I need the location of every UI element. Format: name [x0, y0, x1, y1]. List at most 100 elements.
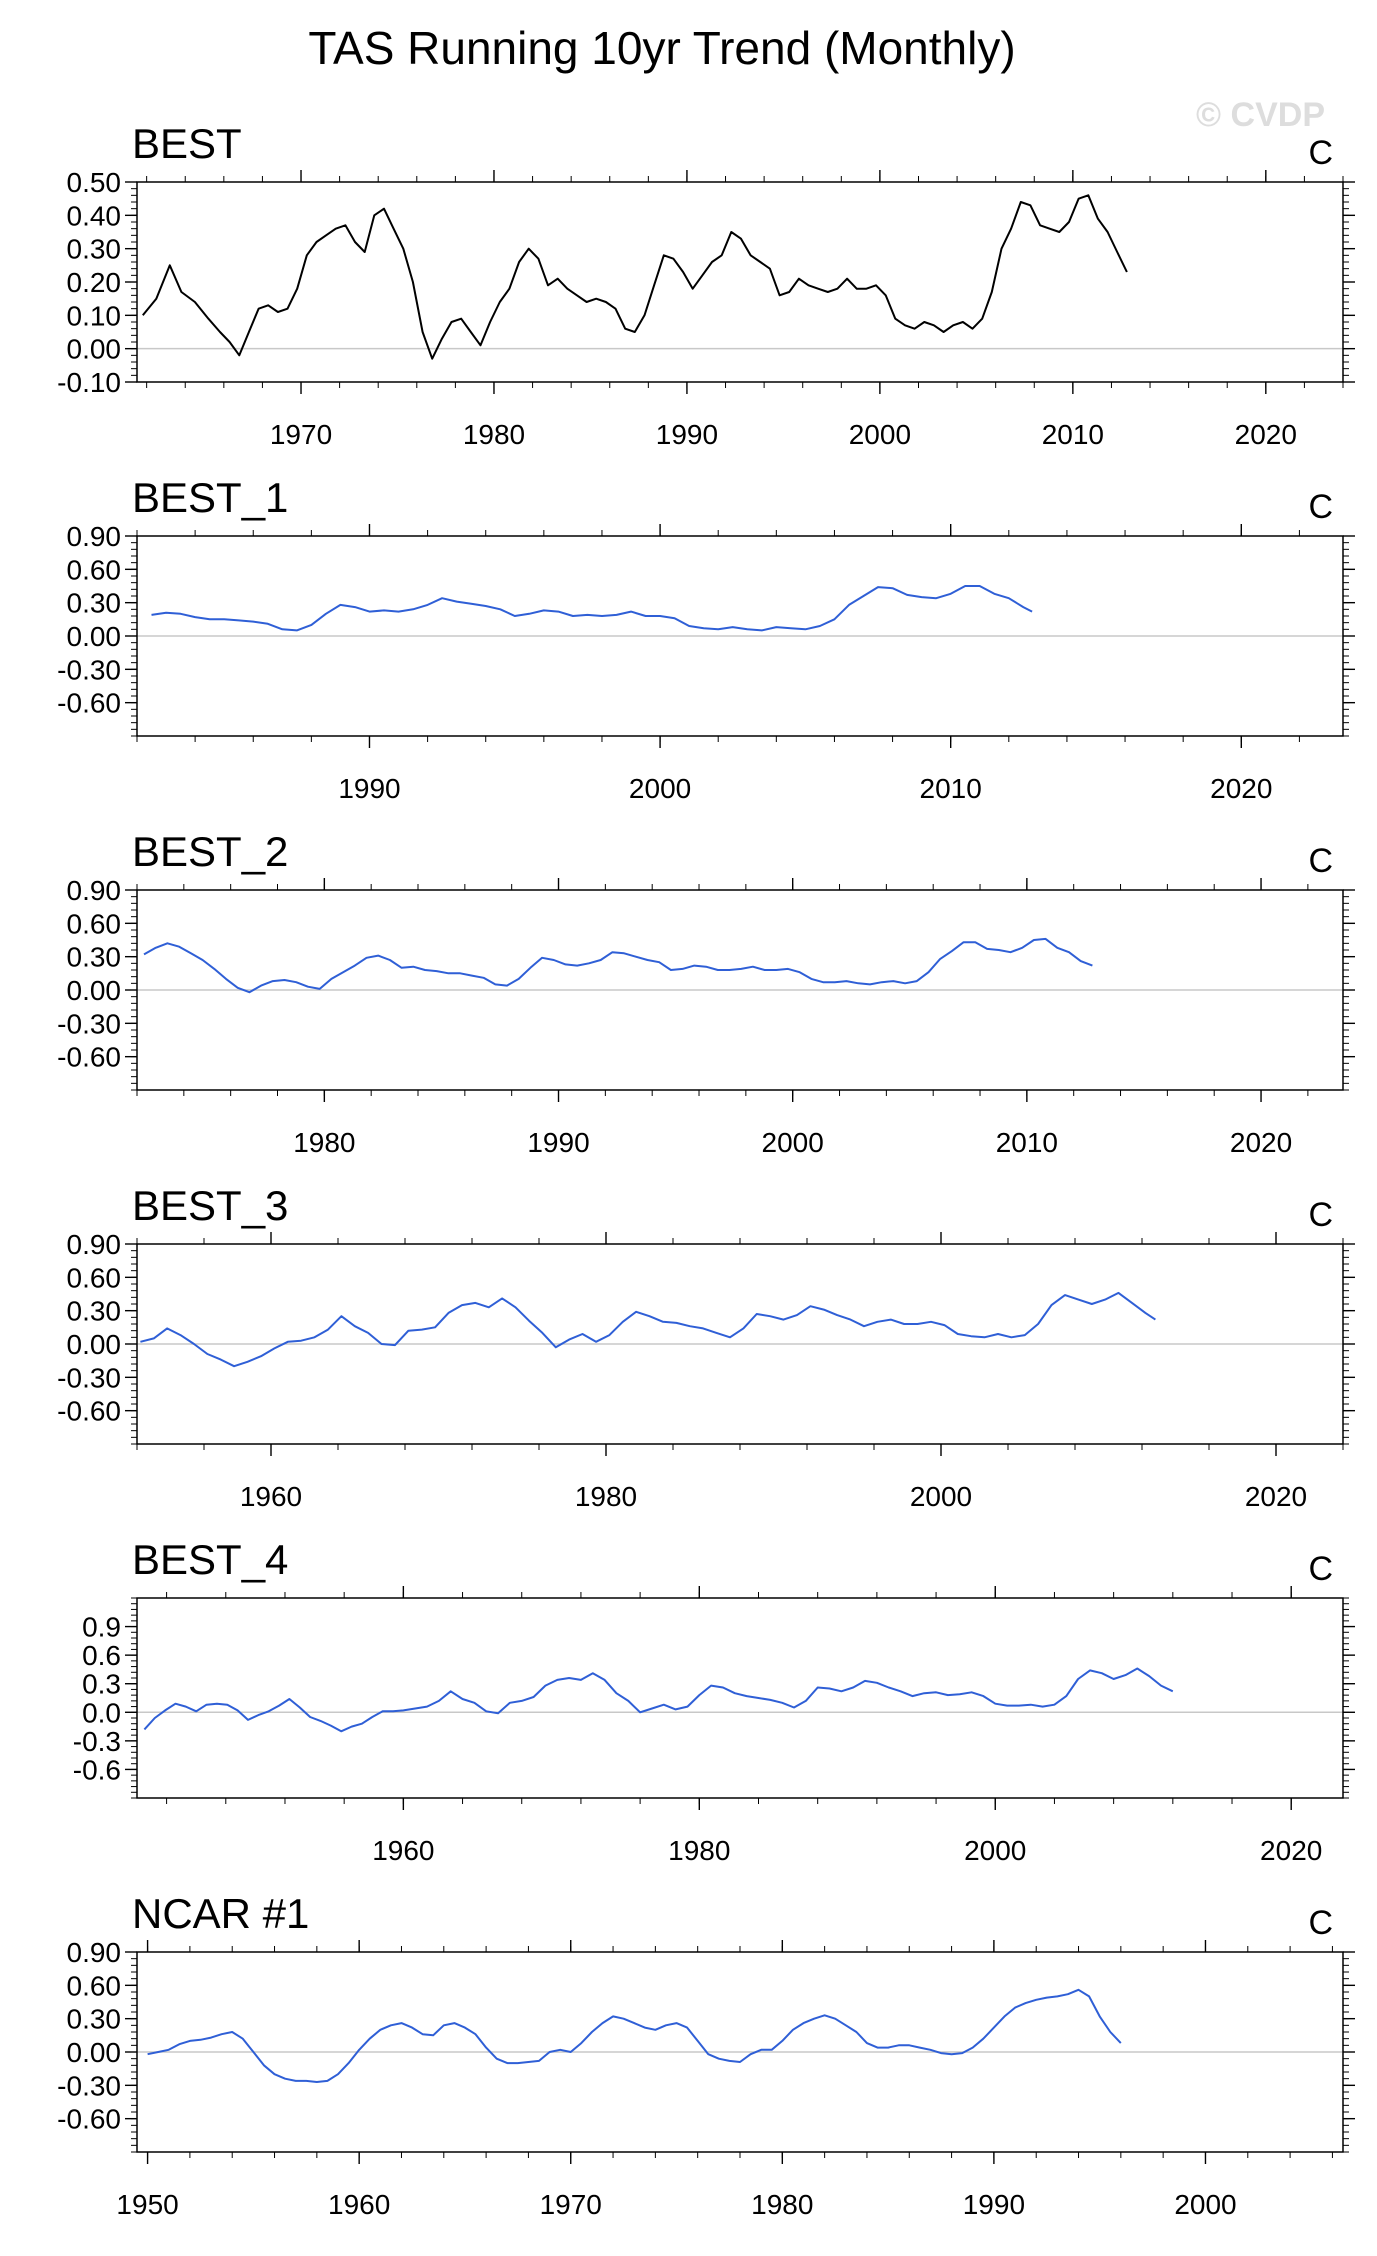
- y-tick-label: 0.0: [82, 1697, 121, 1728]
- series-line: [143, 1667, 1174, 1733]
- panel-units: C: [1308, 842, 1333, 880]
- y-tick-label: -0.30: [57, 2070, 121, 2101]
- y-tick-label: 0.40: [67, 200, 122, 231]
- x-tick-label: 2020: [1235, 419, 1297, 450]
- x-tick-label: 2010: [1042, 419, 1104, 450]
- y-tick-label: 0.60: [67, 554, 122, 585]
- panel-title: BEST_3: [132, 1182, 288, 1229]
- x-tick-label: 2020: [1210, 773, 1272, 804]
- chart-panel-5: BEST_4 C -0.6-0.30.00.30.60.9 1960 1980 2000 2…: [73, 1536, 1355, 1866]
- panel-units: C: [1308, 1904, 1333, 1942]
- x-tick-label: 1960: [240, 1481, 302, 1512]
- panel-title: BEST: [132, 120, 242, 167]
- chart-panel-3: BEST_2 C -0.60-0.300.000.300.600.90 1980 199…: [57, 828, 1355, 1158]
- series-line: [147, 1988, 1122, 2083]
- y-tick-label: -0.30: [57, 654, 121, 685]
- x-tick-label: 1960: [328, 2189, 390, 2220]
- x-tick-label: 2020: [1260, 1835, 1322, 1866]
- x-tick-label: 1990: [963, 2189, 1025, 2220]
- y-tick-label: 0.00: [67, 1329, 122, 1360]
- watermark: © CVDP: [1196, 96, 1325, 134]
- y-tick-label: 0.20: [67, 267, 122, 298]
- x-tick-label: 1980: [575, 1481, 637, 1512]
- y-tick-label: 0.50: [67, 167, 122, 198]
- y-tick-label: 0.00: [67, 975, 122, 1006]
- panel-units: C: [1308, 488, 1333, 526]
- chart-panel-1: BEST C -0.100.000.100.200.300.400.50 1970 19…: [57, 120, 1355, 450]
- y-tick-label: 0.90: [67, 875, 122, 906]
- y-tick-label: 0.30: [67, 2004, 122, 2035]
- series-line: [142, 194, 1128, 360]
- x-tick-label: 1970: [270, 419, 332, 450]
- y-tick-label: -0.60: [57, 2104, 121, 2135]
- series-line: [143, 937, 1093, 994]
- x-tick-label: 1980: [293, 1127, 355, 1158]
- x-tick-label: 2000: [629, 773, 691, 804]
- y-tick-label: -0.60: [57, 688, 121, 719]
- y-tick-label: 0.30: [67, 234, 122, 265]
- y-tick-label: 0.90: [67, 1937, 122, 1968]
- panel-title: BEST_4: [132, 1536, 288, 1583]
- x-tick-label: 1970: [540, 2189, 602, 2220]
- y-tick-label: 0.00: [67, 334, 122, 365]
- x-tick-label: 2000: [762, 1127, 824, 1158]
- x-tick-label: 1960: [372, 1835, 434, 1866]
- y-tick-label: 0.9: [82, 1612, 121, 1643]
- plot-frame: [136, 1597, 1344, 1799]
- y-tick-label: -0.60: [57, 1042, 121, 1073]
- plot-frame: [136, 1951, 1344, 2153]
- figure-title: TAS Running 10yr Trend (Monthly): [308, 22, 1015, 74]
- y-tick-label: 0.6: [82, 1640, 121, 1671]
- x-tick-label: 1950: [116, 2189, 178, 2220]
- series-line: [151, 585, 1033, 632]
- y-tick-label: -0.3: [73, 1726, 121, 1757]
- plot-frame: [136, 181, 1344, 383]
- y-tick-label: -0.10: [57, 367, 121, 398]
- plot-frame: [136, 535, 1344, 737]
- x-tick-label: 1980: [668, 1835, 730, 1866]
- series-line: [140, 1291, 1156, 1368]
- y-tick-label: 0.30: [67, 588, 122, 619]
- panel-title: BEST_2: [132, 828, 288, 875]
- y-tick-label: 0.90: [67, 1229, 122, 1260]
- x-tick-label: 2000: [964, 1835, 1026, 1866]
- x-tick-label: 1980: [751, 2189, 813, 2220]
- y-tick-label: -0.30: [57, 1362, 121, 1393]
- x-tick-label: 2010: [996, 1127, 1058, 1158]
- x-tick-label: 2020: [1230, 1127, 1292, 1158]
- panel-title: NCAR #1: [132, 1890, 309, 1937]
- y-tick-label: 0.00: [67, 621, 122, 652]
- panel-units: C: [1308, 1550, 1333, 1588]
- x-tick-label: 1990: [338, 773, 400, 804]
- y-tick-label: 0.90: [67, 521, 122, 552]
- y-tick-label: 0.00: [67, 2037, 122, 2068]
- x-tick-label: 2000: [910, 1481, 972, 1512]
- chart-panel-6: NCAR #1 C -0.60-0.300.000.300.600.90 1950 19…: [57, 1890, 1355, 2220]
- y-tick-label: -0.30: [57, 1008, 121, 1039]
- plot-frame: [136, 889, 1344, 1091]
- y-tick-label: 0.60: [67, 1262, 122, 1293]
- y-tick-label: 0.60: [67, 1970, 122, 2001]
- y-tick-label: 0.30: [67, 1296, 122, 1327]
- plot-frame: [136, 1243, 1344, 1445]
- chart-panel-4: BEST_3 C -0.60-0.300.000.300.600.90 1960 198…: [57, 1182, 1355, 1512]
- y-tick-label: -0.6: [73, 1754, 121, 1785]
- x-tick-label: 1990: [656, 419, 718, 450]
- x-tick-label: 2020: [1245, 1481, 1307, 1512]
- y-tick-label: 0.30: [67, 942, 122, 973]
- y-tick-label: 0.60: [67, 908, 122, 939]
- y-tick-label: -0.60: [57, 1396, 121, 1427]
- y-tick-label: 0.3: [82, 1669, 121, 1700]
- panel-units: C: [1308, 1196, 1333, 1234]
- x-tick-label: 2010: [920, 773, 982, 804]
- x-tick-label: 2000: [1174, 2189, 1236, 2220]
- panel-title: BEST_1: [132, 474, 288, 521]
- panel-units: C: [1308, 134, 1333, 172]
- x-tick-label: 2000: [849, 419, 911, 450]
- y-tick-label: 0.10: [67, 300, 122, 331]
- x-tick-label: 1990: [527, 1127, 589, 1158]
- chart-panel-2: BEST_1 C -0.60-0.300.000.300.600.90 1990 200…: [57, 474, 1355, 804]
